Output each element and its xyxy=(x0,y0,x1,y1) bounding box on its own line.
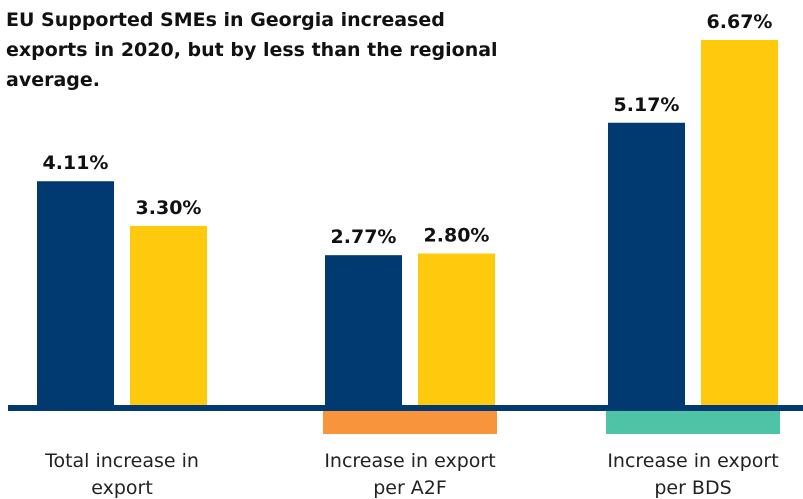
category-accent-strip xyxy=(323,408,497,434)
category-label: per BDS xyxy=(654,477,731,499)
category-labels-group: Total increase in export Increase in expor… xyxy=(44,450,779,499)
bar xyxy=(701,40,778,408)
category-accent-strip xyxy=(606,408,780,434)
data-label: 2.80% xyxy=(424,225,490,247)
bar xyxy=(325,255,402,408)
data-label: 4.11% xyxy=(43,152,109,174)
chart-title-line: average. xyxy=(6,69,100,91)
category-label: Increase in export xyxy=(324,450,495,472)
data-labels-group: 4.11% 2.77% 5.17% 3.30% 2.80% 6.67% xyxy=(43,11,773,248)
bar xyxy=(37,181,114,408)
data-label: 6.67% xyxy=(707,11,773,33)
category-label: per A2F xyxy=(373,477,447,499)
category-label: Total increase in xyxy=(44,450,199,472)
category-accent-strips xyxy=(323,408,780,434)
bar xyxy=(608,122,685,409)
bars-group xyxy=(37,40,778,409)
chart-title-line: EU Supported SMEs in Georgia increased xyxy=(6,9,445,31)
data-label: 3.30% xyxy=(136,197,202,219)
data-label: 5.17% xyxy=(614,94,680,116)
bar xyxy=(418,253,495,408)
chart-title: EU Supported SMEs in Georgia increased ex… xyxy=(6,9,498,91)
chart-title-line: exports in 2020, but by less than the re… xyxy=(6,39,498,61)
category-label: export xyxy=(91,477,153,499)
category-label: Increase in export xyxy=(607,450,778,472)
bar xyxy=(130,225,207,408)
data-label: 2.77% xyxy=(331,226,397,248)
